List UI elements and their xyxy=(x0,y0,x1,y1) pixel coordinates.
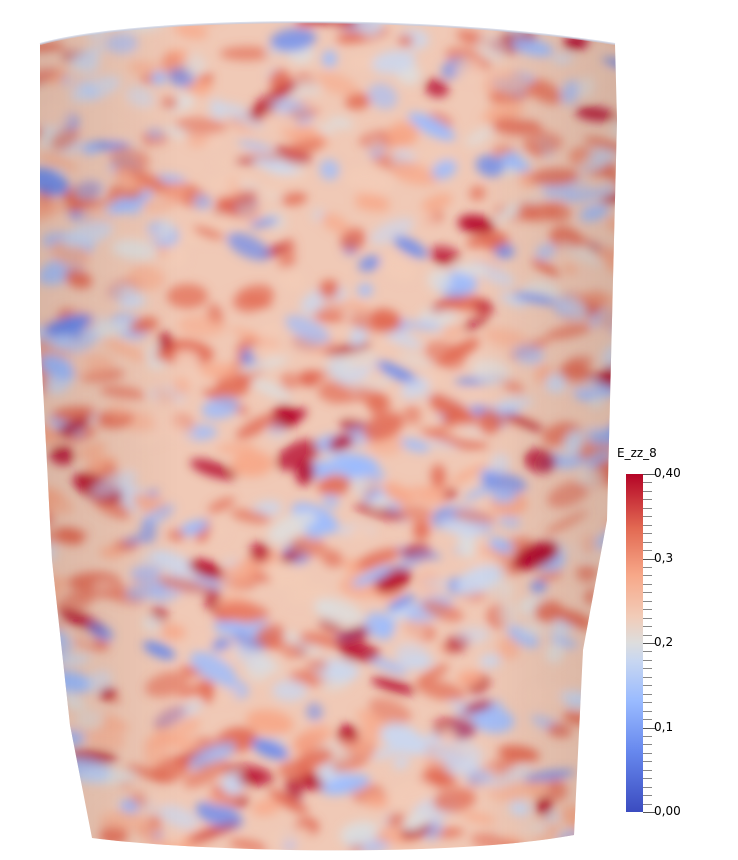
colorbar-minor-tick xyxy=(643,694,652,695)
colorbar-minor-tick xyxy=(643,761,652,762)
strain-blob xyxy=(40,771,57,799)
strain-blob xyxy=(40,797,68,813)
colorbar-minor-tick xyxy=(643,491,652,492)
strain-blob xyxy=(40,616,58,644)
strain-blob xyxy=(63,826,81,847)
colorbar-tick-label: 0,2 xyxy=(654,635,674,649)
colorbar-minor-tick xyxy=(643,575,652,576)
legend-title: E_zz_8 xyxy=(617,446,657,460)
colorbar-minor-tick xyxy=(643,778,652,779)
colorbar-minor-tick xyxy=(643,770,652,771)
strain-blob xyxy=(40,749,57,768)
colorbar-minor-tick xyxy=(643,660,652,661)
strain-blob xyxy=(92,22,113,30)
strain-blob xyxy=(40,646,61,674)
strain-blob xyxy=(20,58,41,75)
colorbar-minor-tick xyxy=(643,753,652,754)
colorbar-minor-tick xyxy=(643,525,652,526)
strain-blob xyxy=(40,839,84,851)
colorbar-minor-tick xyxy=(643,542,652,543)
colorbar-minor-tick xyxy=(643,592,652,593)
colorbar-minor-tick xyxy=(643,609,652,610)
strain-blob xyxy=(40,622,56,642)
colorbar-minor-tick xyxy=(643,795,652,796)
strain-blob xyxy=(40,742,67,767)
strain-blob xyxy=(40,502,55,527)
colorbar-minor-tick xyxy=(643,499,652,500)
colorbar xyxy=(626,474,643,812)
colorbar-minor-tick xyxy=(643,567,652,568)
strain-blob xyxy=(40,795,61,805)
strain-blob xyxy=(583,837,617,851)
strain-blob xyxy=(40,707,64,734)
colorbar-minor-tick xyxy=(643,711,652,712)
strain-blob xyxy=(611,22,617,41)
colorbar-minor-tick xyxy=(643,804,652,805)
strain-blob xyxy=(613,348,617,370)
colorbar-minor-tick xyxy=(643,516,652,517)
strain-blob xyxy=(504,846,522,851)
strain-blob xyxy=(40,567,53,580)
colorbar-minor-tick xyxy=(643,702,652,703)
colorbar-major-tick xyxy=(643,728,655,729)
colorbar-major-tick xyxy=(643,559,655,560)
colorbar-tick-label: 0,00 xyxy=(654,804,681,818)
strain-blob xyxy=(40,562,61,578)
color-legend: E_zz_8 0,40 0,3 0,2 0,1 0,00 xyxy=(614,446,724,826)
colorbar-minor-tick xyxy=(643,482,652,483)
colorbar-major-tick xyxy=(643,474,655,475)
colorbar-minor-tick xyxy=(643,533,652,534)
strain-blob xyxy=(40,664,56,681)
colorbar-minor-tick xyxy=(643,626,652,627)
colorbar-minor-tick xyxy=(643,668,652,669)
colorbar-tick-label: 0,40 xyxy=(654,466,681,480)
strain-blob xyxy=(40,619,65,632)
colorbar-major-tick xyxy=(643,812,655,813)
colorbar-minor-tick xyxy=(643,601,652,602)
colorbar-minor-tick xyxy=(643,744,652,745)
strain-blob xyxy=(557,836,593,851)
colorbar-minor-tick xyxy=(643,584,652,585)
colorbar-major-tick xyxy=(643,643,655,644)
strain-blob xyxy=(40,576,46,592)
strain-blob xyxy=(40,685,66,713)
colorbar-minor-tick xyxy=(643,736,652,737)
cylinder-top-rim xyxy=(39,21,616,45)
strain-blob xyxy=(567,22,586,31)
colorbar-minor-tick xyxy=(643,635,652,636)
colorbar-minor-tick xyxy=(643,651,652,652)
strain-blob xyxy=(40,792,72,818)
strain-blob xyxy=(588,615,606,630)
colorbar-minor-tick xyxy=(643,508,652,509)
strain-blob xyxy=(40,589,55,608)
strain-blob xyxy=(608,413,617,442)
strain-blob xyxy=(586,22,617,36)
strain-blob xyxy=(40,661,56,682)
colorbar-tick-label: 0,3 xyxy=(654,551,674,565)
colorbar-minor-tick xyxy=(643,719,652,720)
colorbar-minor-tick xyxy=(643,550,652,551)
strain-blob xyxy=(191,22,221,23)
colorbar-tick-label: 0,1 xyxy=(654,720,674,734)
colorbar-minor-tick xyxy=(643,677,652,678)
colorbar-minor-tick xyxy=(643,618,652,619)
colorbar-minor-tick xyxy=(643,787,652,788)
colorbar-minor-tick xyxy=(643,685,652,686)
strain-blob xyxy=(586,22,617,37)
strain-blob xyxy=(41,658,62,674)
strain-blob xyxy=(40,718,55,742)
